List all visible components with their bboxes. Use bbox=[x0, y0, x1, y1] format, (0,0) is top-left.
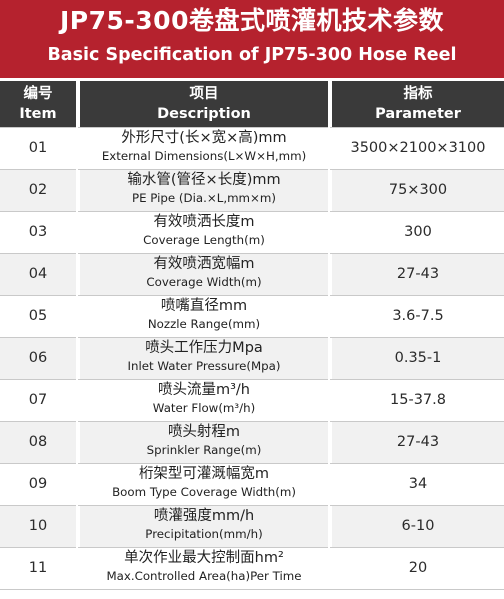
parameter-value: 3500×2100×3100 bbox=[332, 127, 504, 169]
parameter-value: 27-43 bbox=[332, 253, 504, 295]
table-row: 07 喷头流量m³/h Water Flow(m³/h) 15-37.8 bbox=[0, 379, 504, 421]
parameter-value: 34 bbox=[332, 463, 504, 505]
item-description: 喷头工作压力Mpa Inlet Water Pressure(Mpa) bbox=[80, 337, 328, 379]
description-chinese: 桁架型可灌溉幅宽m bbox=[138, 466, 270, 482]
row-divider bbox=[0, 463, 504, 464]
row-divider bbox=[0, 421, 504, 422]
row-divider bbox=[0, 169, 504, 170]
item-description: 外形尺寸(长×宽×高)mm External Dimensions(L×W×H,m… bbox=[80, 127, 328, 169]
header-description: 项目 Description bbox=[80, 81, 328, 127]
item-number: 03 bbox=[0, 211, 76, 253]
parameter-value: 15-37.8 bbox=[332, 379, 504, 421]
description-chinese: 喷灌强度mm/h bbox=[153, 508, 255, 524]
item-number: 10 bbox=[0, 505, 76, 547]
row-divider bbox=[0, 337, 504, 338]
description-english: Nozzle Range(mm) bbox=[147, 317, 261, 331]
table-row: 08 喷头射程m Sprinkler Range(m) 27-43 bbox=[0, 421, 504, 463]
description-english: Coverage Width(m) bbox=[146, 275, 262, 289]
header-parameter-zh: 指标 bbox=[403, 86, 433, 102]
item-description: 单次作业最大控制面hm² Max.Controlled Area(ha)Per T… bbox=[80, 547, 328, 589]
row-divider bbox=[0, 211, 504, 212]
item-description: 喷头流量m³/h Water Flow(m³/h) bbox=[80, 379, 328, 421]
table-row: 03 有效喷洒长度m Coverage Length(m) 300 bbox=[0, 211, 504, 253]
header-parameter-en: Parameter bbox=[375, 106, 461, 122]
table-row: 09 桁架型可灌溉幅宽m Boom Type Coverage Width(m) 34 bbox=[0, 463, 504, 505]
title-english: Basic Specification of JP75-300 Hose Ree… bbox=[47, 45, 457, 65]
description-chinese: 输水管(管径×长度)mm bbox=[127, 172, 281, 188]
table-row: 05 喷嘴直径mm Nozzle Range(mm) 3.6-7.5 bbox=[0, 295, 504, 337]
column-divider bbox=[328, 127, 330, 589]
item-description: 输水管(管径×长度)mm PE Pipe (Dia.×L,mm×m) bbox=[80, 169, 328, 211]
row-divider bbox=[0, 505, 504, 506]
header-item-zh: 编号 bbox=[23, 86, 53, 102]
item-description: 桁架型可灌溉幅宽m Boom Type Coverage Width(m) bbox=[80, 463, 328, 505]
title-chinese: JP75-300卷盘式喷灌机技术参数 bbox=[60, 6, 444, 35]
table-row: 02 输水管(管径×长度)mm PE Pipe (Dia.×L,mm×m) 75×30… bbox=[0, 169, 504, 211]
title-banner: JP75-300卷盘式喷灌机技术参数 Basic Specification o… bbox=[0, 0, 504, 78]
item-description: 喷灌强度mm/h Precipitation(mm/h) bbox=[80, 505, 328, 547]
description-english: External Dimensions(L×W×H,mm) bbox=[101, 149, 307, 163]
row-divider bbox=[0, 379, 504, 380]
description-chinese: 喷头工作压力Mpa bbox=[145, 340, 263, 356]
description-english: Max.Controlled Area(ha)Per Time bbox=[106, 569, 302, 583]
description-chinese: 喷头射程m bbox=[167, 424, 241, 440]
description-chinese: 喷头流量m³/h bbox=[157, 382, 250, 398]
parameter-value: 6-10 bbox=[332, 505, 504, 547]
parameter-value: 20 bbox=[332, 547, 504, 589]
item-number: 05 bbox=[0, 295, 76, 337]
item-description: 有效喷洒长度m Coverage Length(m) bbox=[80, 211, 328, 253]
item-number: 02 bbox=[0, 169, 76, 211]
table-row: 06 喷头工作压力Mpa Inlet Water Pressure(Mpa) 0.35… bbox=[0, 337, 504, 379]
item-number: 08 bbox=[0, 421, 76, 463]
table-row: 01 外形尺寸(长×宽×高)mm External Dimensions(L×W×H… bbox=[0, 127, 504, 169]
row-divider bbox=[0, 295, 504, 296]
description-english: Sprinkler Range(m) bbox=[146, 443, 262, 457]
description-chinese: 喷嘴直径mm bbox=[160, 298, 248, 314]
parameter-value: 27-43 bbox=[332, 421, 504, 463]
item-description: 喷嘴直径mm Nozzle Range(mm) bbox=[80, 295, 328, 337]
header-description-zh: 项目 bbox=[189, 86, 219, 102]
description-english: Coverage Length(m) bbox=[143, 233, 265, 247]
header-parameter: 指标 Parameter bbox=[332, 81, 504, 127]
item-number: 09 bbox=[0, 463, 76, 505]
item-description: 喷头射程m Sprinkler Range(m) bbox=[80, 421, 328, 463]
description-chinese: 有效喷洒长度m bbox=[153, 214, 255, 230]
description-english: Precipitation(mm/h) bbox=[145, 527, 263, 541]
table-row: 10 喷灌强度mm/h Precipitation(mm/h) 6-10 bbox=[0, 505, 504, 547]
item-number: 04 bbox=[0, 253, 76, 295]
table-row: 04 有效喷洒宽幅m Coverage Width(m) 27-43 bbox=[0, 253, 504, 295]
table-row: 11 单次作业最大控制面hm² Max.Controlled Area(ha)Per… bbox=[0, 547, 504, 589]
parameter-value: 75×300 bbox=[332, 169, 504, 211]
description-chinese: 外形尺寸(长×宽×高)mm bbox=[121, 130, 287, 146]
item-number: 11 bbox=[0, 547, 76, 589]
parameter-value: 3.6-7.5 bbox=[332, 295, 504, 337]
description-english: Water Flow(m³/h) bbox=[152, 401, 256, 415]
row-divider bbox=[0, 127, 504, 128]
header-item: 编号 Item bbox=[0, 81, 76, 127]
item-description: 有效喷洒宽幅m Coverage Width(m) bbox=[80, 253, 328, 295]
header-description-en: Description bbox=[157, 106, 251, 122]
table-bottom-border bbox=[0, 589, 504, 590]
description-english: PE Pipe (Dia.×L,mm×m) bbox=[131, 191, 277, 205]
row-divider bbox=[0, 547, 504, 548]
description-chinese: 有效喷洒宽幅m bbox=[153, 256, 255, 272]
column-divider bbox=[76, 127, 78, 589]
description-english: Inlet Water Pressure(Mpa) bbox=[127, 359, 281, 373]
item-number: 01 bbox=[0, 127, 76, 169]
header-item-en: Item bbox=[19, 106, 57, 122]
description-english: Boom Type Coverage Width(m) bbox=[112, 485, 296, 499]
parameter-value: 300 bbox=[332, 211, 504, 253]
row-divider bbox=[0, 253, 504, 254]
item-number: 07 bbox=[0, 379, 76, 421]
item-number: 06 bbox=[0, 337, 76, 379]
parameter-value: 0.35-1 bbox=[332, 337, 504, 379]
description-chinese: 单次作业最大控制面hm² bbox=[124, 550, 284, 566]
